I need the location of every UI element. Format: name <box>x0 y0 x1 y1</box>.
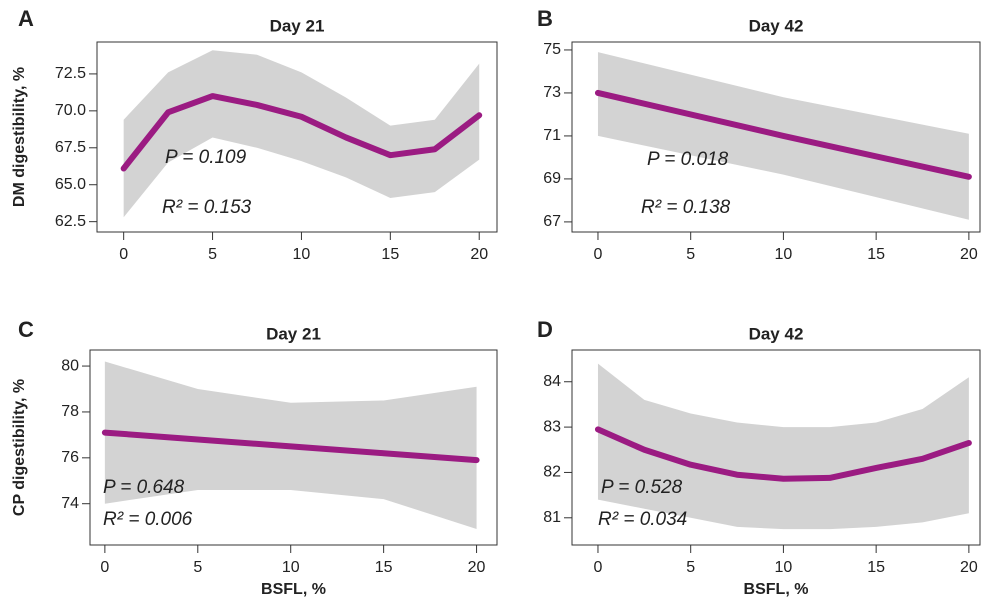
x-tick-label: 20 <box>470 246 488 263</box>
annotation: R² = 0.006 <box>103 509 193 530</box>
y-axis-label: DM digestibility, % <box>11 67 28 207</box>
x-tick-label: 5 <box>686 246 695 263</box>
y-tick-label: 72.5 <box>55 65 86 82</box>
chart-title: Day 42 <box>749 16 804 35</box>
x-tick-label: 15 <box>375 559 393 576</box>
annotation: R² = 0.034 <box>598 509 687 530</box>
y-tick-label: 73 <box>543 84 561 101</box>
y-tick-label: 74 <box>61 495 79 512</box>
y-tick-label: 81 <box>543 509 561 526</box>
y-tick-label: 84 <box>543 373 561 390</box>
x-axis-label: BSFL, % <box>261 581 326 598</box>
y-tick-label: 62.5 <box>55 213 86 230</box>
plot-frame <box>89 349 498 546</box>
x-tick-label: 20 <box>468 559 486 576</box>
annotation: P = 0.528 <box>601 477 683 498</box>
x-tick-label: 15 <box>381 246 399 263</box>
y-tick-label: 69 <box>543 170 561 187</box>
annotation: R² = 0.153 <box>162 197 252 218</box>
y-tick-label: 78 <box>61 403 79 420</box>
y-tick-label: 67 <box>543 213 561 230</box>
x-tick-label: 5 <box>686 559 695 576</box>
x-tick-label: 10 <box>775 246 793 263</box>
y-tick-label: 83 <box>543 418 561 435</box>
x-tick-label: 15 <box>867 246 885 263</box>
x-axis-label: BSFL, % <box>744 581 809 598</box>
y-axis-label: CP digestibility, % <box>11 379 28 516</box>
y-tick-label: 65.0 <box>55 176 86 193</box>
panel-label: C <box>18 317 34 342</box>
annotation: P = 0.109 <box>165 147 247 168</box>
y-tick-label: 82 <box>543 464 561 481</box>
panel-label: A <box>18 6 34 31</box>
y-tick-label: 67.5 <box>55 139 86 156</box>
y-tick-label: 80 <box>61 357 79 374</box>
x-tick-label: 20 <box>960 559 978 576</box>
x-tick-label: 0 <box>100 559 109 576</box>
confidence-band <box>123 50 480 218</box>
x-tick-label: 10 <box>293 246 311 263</box>
annotation: P = 0.018 <box>647 149 729 170</box>
annotation: R² = 0.138 <box>641 197 731 218</box>
chart-title: Day 21 <box>266 324 321 343</box>
chart-title: Day 21 <box>270 16 325 35</box>
y-tick-label: 71 <box>543 127 561 144</box>
x-tick-label: 5 <box>193 559 202 576</box>
plot-frame <box>571 41 981 233</box>
annotation: P = 0.648 <box>103 477 185 498</box>
y-tick-label: 70.0 <box>55 102 86 119</box>
y-tick-label: 76 <box>61 449 79 466</box>
x-tick-label: 0 <box>594 559 603 576</box>
chart-title: Day 42 <box>749 324 804 343</box>
x-tick-label: 5 <box>208 246 217 263</box>
x-tick-label: 20 <box>960 246 978 263</box>
x-tick-label: 0 <box>119 246 128 263</box>
confidence-band <box>597 363 969 530</box>
fit-line <box>101 429 480 464</box>
x-tick-label: 15 <box>867 559 885 576</box>
panel-label: D <box>537 317 553 342</box>
plot-frame <box>96 41 498 233</box>
fit-line <box>594 426 972 482</box>
x-tick-label: 10 <box>775 559 793 576</box>
y-tick-label: 75 <box>543 41 561 58</box>
fit-line <box>594 89 972 180</box>
x-tick-label: 0 <box>594 246 603 263</box>
fit-line <box>120 93 483 172</box>
panel-label: B <box>537 6 553 31</box>
plot-frame <box>571 349 981 546</box>
x-tick-label: 10 <box>282 559 300 576</box>
